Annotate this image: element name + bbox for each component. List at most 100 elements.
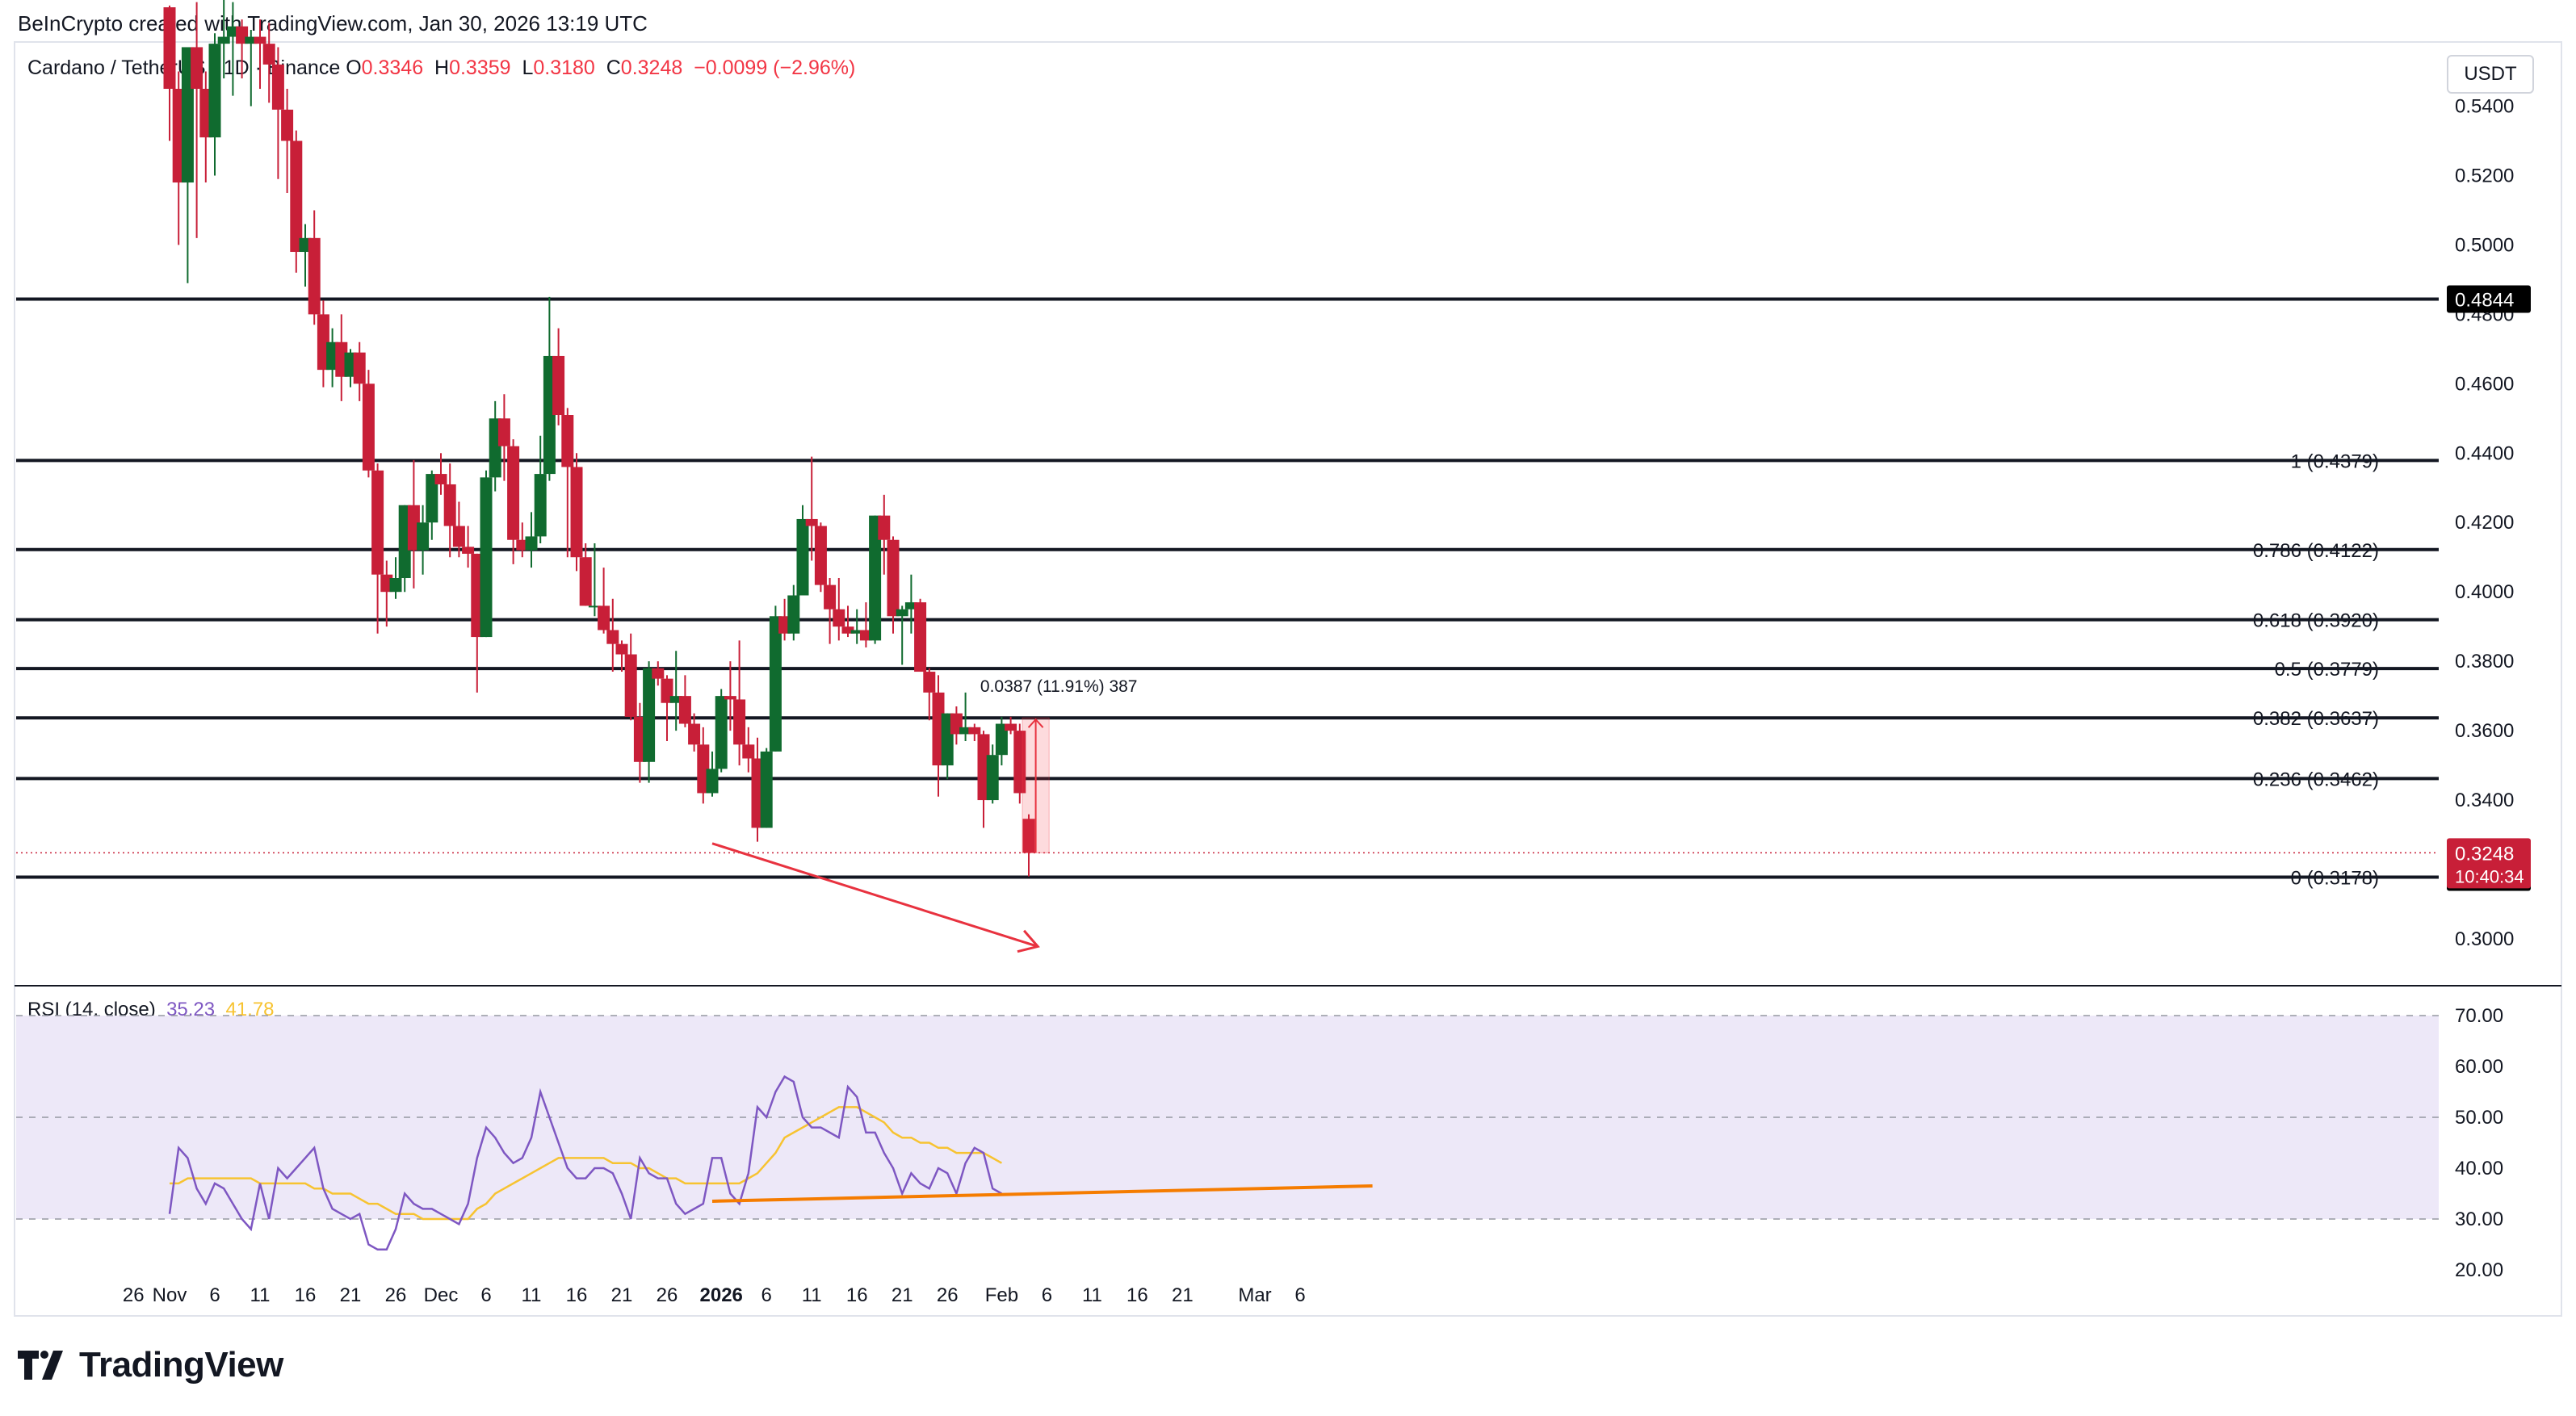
time-axis-tick: 16 bbox=[295, 1284, 317, 1306]
candle-body bbox=[796, 518, 809, 596]
candle-body bbox=[507, 446, 520, 540]
trend-arrow-head bbox=[1017, 929, 1040, 953]
candle-body bbox=[950, 713, 963, 735]
candle-body bbox=[570, 467, 583, 558]
change-value: −0.0099 (−2.96%) bbox=[694, 57, 856, 79]
time-axis-tick: 6 bbox=[761, 1284, 772, 1306]
price-axis-tick: 0.5000 bbox=[2455, 234, 2514, 256]
candle-body bbox=[904, 602, 917, 610]
candle-body bbox=[299, 237, 312, 253]
time-axis-tick: 26 bbox=[385, 1284, 407, 1306]
time-axis-tick: Mar bbox=[1238, 1284, 1271, 1306]
candle-body bbox=[760, 751, 773, 828]
tradingview-logo-icon bbox=[18, 1351, 63, 1380]
candle-body bbox=[932, 692, 945, 766]
time-axis-tick: 11 bbox=[250, 1284, 271, 1306]
candle-body bbox=[452, 526, 465, 547]
candle-body bbox=[923, 672, 936, 693]
time-axis-tick: 26 bbox=[123, 1284, 145, 1306]
candle-body bbox=[615, 643, 628, 655]
tradingview-logo[interactable]: TradingView bbox=[18, 1345, 283, 1385]
high-label: H bbox=[434, 57, 450, 79]
currency-button[interactable]: USDT bbox=[2447, 55, 2534, 94]
candle-body bbox=[661, 678, 673, 703]
candle-body bbox=[869, 515, 882, 641]
price-legend: Cardano / TetherUS · 1D · Binance O0.334… bbox=[27, 57, 855, 80]
candle-body bbox=[959, 727, 972, 735]
candle-body bbox=[859, 630, 872, 641]
candle-body bbox=[462, 547, 475, 554]
time-axis-tick: 11 bbox=[522, 1284, 542, 1306]
rsi-title[interactable]: RSI (14, close) bbox=[27, 999, 156, 1020]
time-axis-tick: 2026 bbox=[700, 1284, 743, 1306]
last-price-badge bbox=[2447, 838, 2531, 889]
candle-body bbox=[471, 553, 484, 638]
rsi-ma-line bbox=[170, 1106, 1003, 1221]
candle-body bbox=[751, 758, 764, 828]
candle-body bbox=[733, 699, 746, 745]
last-price-badge-value: 0.3248 bbox=[2455, 843, 2514, 865]
time-axis-tick: Dec bbox=[424, 1284, 459, 1306]
candle-body bbox=[787, 595, 800, 634]
candle-body bbox=[380, 574, 393, 593]
fib-level-label: 0 (0.3178) bbox=[2291, 867, 2379, 889]
close-value: 0.3248 bbox=[620, 57, 683, 79]
candle-body bbox=[841, 626, 854, 634]
candle-body bbox=[407, 505, 420, 551]
candle-body bbox=[172, 89, 185, 183]
time-axis-tick: 26 bbox=[657, 1284, 678, 1306]
fib-level-label: 0.618 (0.3920) bbox=[2253, 610, 2379, 632]
time-axis-tick: 16 bbox=[566, 1284, 588, 1306]
time-axis-tick: 26 bbox=[937, 1284, 959, 1306]
candle-body bbox=[443, 484, 456, 526]
price-axis-tick: 0.4600 bbox=[2455, 373, 2514, 395]
candle-body bbox=[669, 696, 682, 703]
time-axis-tick: 16 bbox=[1126, 1284, 1148, 1306]
candle-body bbox=[941, 713, 954, 766]
candle-body bbox=[543, 355, 556, 475]
candle-body bbox=[887, 539, 900, 617]
open-label: O bbox=[346, 57, 362, 79]
candle-body bbox=[417, 522, 430, 551]
candle-body bbox=[850, 630, 863, 634]
candle-body bbox=[986, 755, 999, 801]
last-price-countdown: 10:40:34 bbox=[2455, 866, 2524, 886]
candle-body bbox=[778, 616, 791, 634]
candle-body bbox=[534, 474, 547, 537]
candle-body bbox=[561, 415, 574, 467]
rsi-line bbox=[168, 1075, 1003, 1251]
candle-body bbox=[389, 578, 402, 593]
fib-level-label: 0.786 (0.4122) bbox=[2253, 540, 2379, 562]
candle-body bbox=[706, 769, 719, 794]
fib-level-label: 0.5 (0.3779) bbox=[2275, 659, 2379, 681]
candle-body bbox=[977, 734, 990, 801]
candle-body bbox=[516, 539, 529, 551]
time-axis-tick: 16 bbox=[846, 1284, 868, 1306]
rsi-axis-tick: 20.00 bbox=[2455, 1259, 2503, 1281]
time-axis-tick: 6 bbox=[209, 1284, 220, 1306]
candle-body bbox=[426, 474, 438, 523]
candle-body bbox=[579, 557, 592, 606]
rsi-axis-tick: 50.00 bbox=[2455, 1107, 2503, 1129]
price-badge bbox=[2447, 285, 2531, 313]
high-value: 0.3359 bbox=[449, 57, 511, 79]
symbol-title[interactable]: Cardano / TetherUS · 1D · Binance bbox=[27, 57, 341, 79]
chart-credit: BeInCrypto created with TradingView.com,… bbox=[18, 11, 648, 36]
candle-body bbox=[624, 654, 637, 717]
low-label: L bbox=[522, 57, 534, 79]
open-value: 0.3346 bbox=[361, 57, 424, 79]
price-axis-tick: 0.5200 bbox=[2455, 165, 2514, 186]
fib-level-label: 0.382 (0.3637) bbox=[2253, 708, 2379, 730]
rsi-axis-tick: 60.00 bbox=[2455, 1056, 2503, 1078]
rsi-ma-value: 41.78 bbox=[225, 999, 275, 1020]
price-axis-tick: 0.5400 bbox=[2455, 96, 2514, 118]
candle-body bbox=[398, 505, 411, 579]
time-axis-tick: 6 bbox=[1294, 1284, 1305, 1306]
candle-body bbox=[742, 744, 755, 759]
time-axis-tick: 21 bbox=[892, 1284, 913, 1306]
fib-level-label: 1 (0.4379) bbox=[2291, 450, 2379, 472]
candle-body bbox=[353, 352, 366, 384]
candle-body bbox=[1022, 819, 1035, 853]
rsi-axis-tick: 40.00 bbox=[2455, 1158, 2503, 1179]
